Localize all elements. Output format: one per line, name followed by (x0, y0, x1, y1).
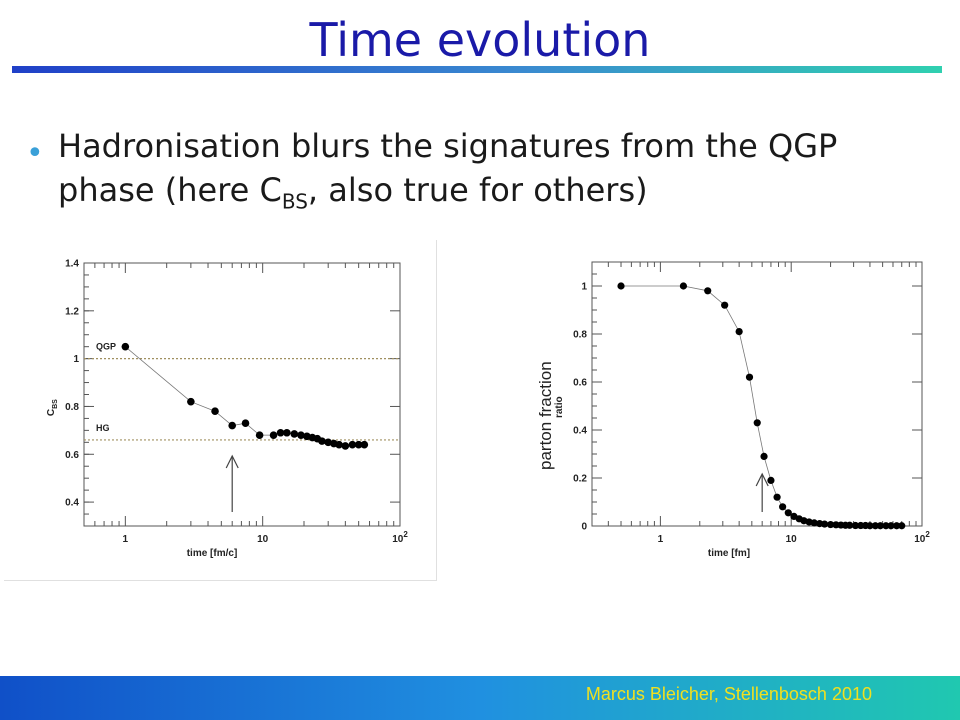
data-point (851, 521, 860, 530)
data-point (228, 421, 237, 430)
data-point (767, 476, 775, 484)
x-tick-label: 1 (123, 534, 129, 545)
bullet-text-tail: , also true for others) (307, 171, 648, 209)
footer-text: Marcus Bleicher, Stellenbosch 2010 (585, 684, 872, 704)
y-tick-label: 0 (581, 522, 587, 533)
data-point (704, 287, 712, 295)
data-point (846, 521, 854, 529)
data-point (893, 522, 901, 530)
y-tick-label: 1 (581, 282, 587, 293)
plot-frame (83, 262, 401, 527)
data-point (773, 493, 781, 501)
footer-bar: Marcus Bleicher, Stellenbosch 2010 (0, 676, 960, 720)
data-point (876, 522, 884, 530)
data-point (318, 437, 326, 445)
x-tick-label: 1 (658, 534, 664, 545)
data-point (779, 503, 787, 511)
data-point (276, 428, 285, 437)
data-point (290, 430, 299, 438)
bullet-dot-icon: • (26, 136, 44, 171)
bullet-text: Hadronisation blurs the signatures from … (58, 124, 918, 223)
series-line (621, 285, 902, 527)
data-point (760, 452, 768, 460)
y-tick-label: 1.2 (65, 306, 79, 317)
data-point (354, 440, 363, 449)
data-point (121, 342, 130, 351)
data-point (335, 440, 343, 449)
x-tick-label-exponent: 2 (925, 530, 930, 539)
data-point (753, 419, 761, 427)
data-point (211, 407, 219, 416)
arrow-head-icon (755, 472, 769, 487)
y-tick-label: 1.4 (65, 259, 79, 270)
data-point (866, 522, 874, 530)
arrow-head-icon (225, 454, 239, 469)
data-point (679, 282, 688, 290)
data-point (810, 519, 818, 527)
data-point (735, 328, 743, 336)
data-point (187, 397, 195, 406)
data-point (745, 373, 754, 381)
ratio-chart-panel: 0 0.2 0.4 0.6 0.8 1 1 10 102 time [fm] ratio (530, 240, 940, 570)
x-tick-label: 10 (786, 534, 798, 545)
data-point (871, 522, 879, 530)
x-tick-label: 10 (257, 534, 269, 545)
x-tick-label: 102 (392, 530, 408, 545)
x-axis-label: time [fm/c] (187, 548, 238, 559)
slide-title: Time evolution (309, 13, 651, 67)
x-tick-label: 102 (914, 530, 930, 545)
data-point (324, 438, 332, 447)
y-axis-label: CBS (46, 399, 59, 416)
data-point (283, 428, 291, 437)
y-axis-label: ratio (554, 396, 565, 418)
x-axis-label: time [fm] (708, 548, 750, 559)
reference-label-qgp: QGP (96, 342, 116, 352)
data-point (721, 301, 729, 309)
y-tick-label: 0.6 (573, 378, 587, 389)
data-point (255, 431, 264, 439)
y-tick-label: 0.2 (573, 474, 587, 485)
y-tick-label: 0.4 (573, 426, 587, 437)
bullet-text-main: Hadronisation blurs the signatures from … (58, 127, 838, 209)
data-point (269, 431, 278, 439)
ratio-chart: 0 0.2 0.4 0.6 0.8 1 1 10 102 time [fm] ratio (554, 261, 930, 559)
data-point (241, 419, 250, 427)
y-tick-label: 0.8 (573, 330, 587, 341)
plot-frame (591, 261, 923, 527)
y-tick-label: 0.4 (65, 498, 79, 509)
data-point (882, 522, 890, 530)
data-point (297, 431, 305, 439)
cbs-chart: 0.4 0.6 0.8 1 1.2 1.4 1 10 102 time [fm/c] CBS QGP H… (46, 259, 408, 560)
y-tick-label: 0.6 (65, 450, 79, 461)
data-point (826, 520, 835, 529)
data-point (820, 520, 829, 528)
data-point (617, 282, 625, 290)
bullet-text-subscript: BS (281, 189, 308, 214)
reference-label-hg: HG (96, 423, 110, 433)
y-tick-label: 1 (73, 354, 79, 365)
y-axis-label-subscript: BS (52, 399, 59, 409)
data-point (341, 442, 350, 450)
data-point (360, 440, 369, 449)
cbs-chart-panel: 0.4 0.6 0.8 1 1.2 1.4 1 10 102 time [fm/c] CBS QGP H… (4, 240, 437, 581)
series-line (125, 346, 365, 447)
data-point (784, 509, 792, 517)
data-point (898, 522, 906, 530)
data-point (348, 440, 357, 449)
y-tick-label: 0.8 (65, 402, 79, 413)
title-underline-bar (12, 66, 942, 73)
parton-fraction-label: parton fraction (536, 361, 555, 470)
data-point (887, 522, 895, 530)
x-tick-label-exponent: 2 (403, 530, 408, 539)
